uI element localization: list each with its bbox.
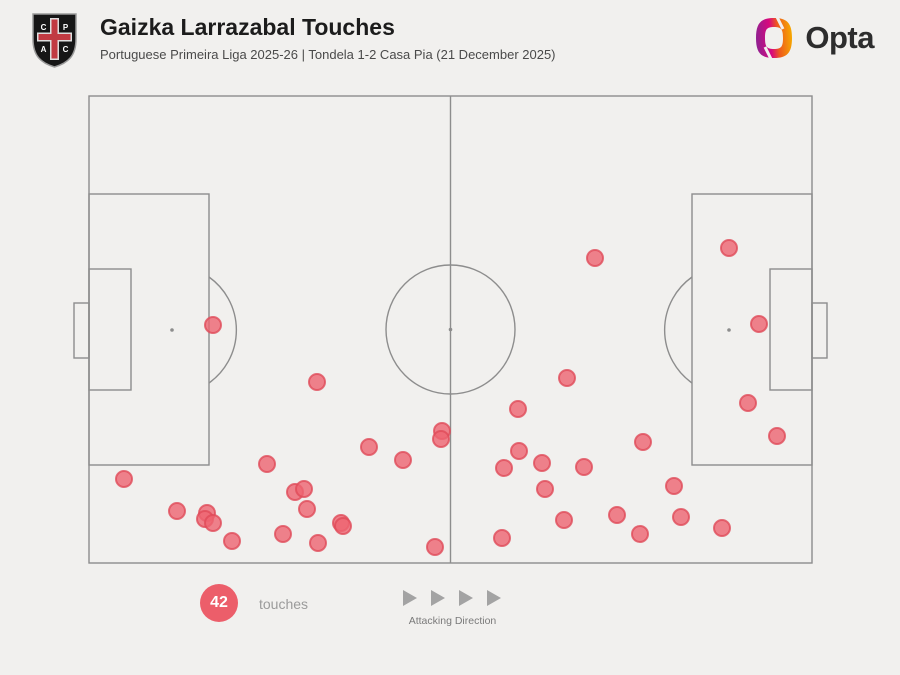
touch-dot xyxy=(274,525,292,543)
touch-dot xyxy=(334,517,352,535)
touch-dot xyxy=(426,538,444,556)
crest-letter: C xyxy=(63,45,69,54)
touch-dot xyxy=(204,316,222,334)
crest-letter: C xyxy=(41,23,47,32)
touches-count-badge: 42 xyxy=(200,584,238,622)
touch-dot xyxy=(575,458,593,476)
touches-label: touches xyxy=(259,596,309,612)
touch-dot xyxy=(298,500,316,518)
header-text: Gaizka Larrazabal Touches Portuguese Pri… xyxy=(100,13,556,62)
centre-spot xyxy=(448,327,453,332)
touch-dot xyxy=(360,438,378,456)
touch-dot xyxy=(495,459,513,477)
touch-dot xyxy=(223,532,241,550)
opta-logo-text: Opta xyxy=(805,20,874,55)
touch-dot xyxy=(533,454,551,472)
touch-dot xyxy=(555,511,573,529)
touch-dots-layer xyxy=(115,239,786,556)
touch-dot xyxy=(739,394,757,412)
touch-dot xyxy=(713,519,731,537)
goal-right xyxy=(811,302,828,359)
opta-logo-icon xyxy=(756,15,793,61)
touch-dot xyxy=(432,430,450,448)
goal-left xyxy=(73,302,90,359)
goal-area-left xyxy=(88,268,132,391)
touch-dot xyxy=(608,506,626,524)
touch-dot xyxy=(509,400,527,418)
touch-dot xyxy=(204,514,222,532)
touch-dot xyxy=(394,451,412,469)
page-subtitle: Portuguese Primeira Liga 2025-26 | Tonde… xyxy=(100,47,556,62)
touch-dot xyxy=(720,239,738,257)
touch-dot xyxy=(510,442,528,460)
touch-dot xyxy=(295,480,313,498)
crest-letter: A xyxy=(41,45,47,54)
touch-dot xyxy=(634,433,652,451)
crest-letter: P xyxy=(63,23,69,32)
touch-dot xyxy=(258,455,276,473)
penalty-spot-right xyxy=(727,328,731,332)
touch-dot xyxy=(308,373,326,391)
penalty-arc-right xyxy=(664,276,693,384)
touch-dot xyxy=(168,502,186,520)
direction-arrow-icon xyxy=(431,590,445,606)
touch-dot xyxy=(115,470,133,488)
penalty-arc-left xyxy=(208,276,237,384)
touch-dot xyxy=(586,249,604,267)
touches-count: 42 xyxy=(210,594,228,611)
page-title: Gaizka Larrazabal Touches xyxy=(100,14,395,40)
touch-dot xyxy=(672,508,690,526)
touch-dot xyxy=(768,427,786,445)
attacking-direction-arrows xyxy=(403,590,501,606)
touch-dot xyxy=(558,369,576,387)
opta-ring-gap-top xyxy=(775,15,785,30)
direction-arrow-icon xyxy=(403,590,417,606)
touch-dot xyxy=(631,525,649,543)
touch-dot xyxy=(750,315,768,333)
penalty-spot-left xyxy=(170,328,174,332)
touch-dot xyxy=(536,480,554,498)
touch-dot xyxy=(665,477,683,495)
crest-cross-h xyxy=(38,34,71,40)
penalty-area-left xyxy=(88,193,210,466)
attacking-direction-label: Attacking Direction xyxy=(408,615,497,627)
opta-branding: Opta xyxy=(751,15,874,61)
club-crest-casa-pia: C P A C xyxy=(32,13,77,68)
touch-dot xyxy=(309,534,327,552)
direction-arrow-icon xyxy=(459,590,473,606)
opta-ring-gap-bottom xyxy=(764,46,774,61)
direction-arrow-icon xyxy=(487,590,501,606)
centre-circle xyxy=(385,264,516,395)
touch-dot xyxy=(493,529,511,547)
goal-area-right xyxy=(769,268,813,391)
